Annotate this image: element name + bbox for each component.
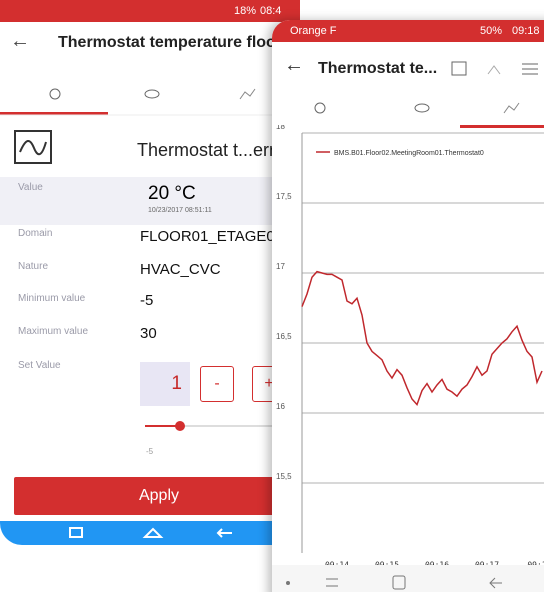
nav-bar <box>0 521 300 545</box>
apply-button[interactable]: Apply <box>14 477 300 515</box>
tab-view[interactable] <box>415 104 429 112</box>
header-title: Thermostat temperature floor <box>58 34 282 52</box>
tab-view[interactable] <box>145 90 159 98</box>
set-value-input[interactable]: 1 <box>140 362 190 406</box>
field-value: HVAC_CVC <box>140 261 221 278</box>
y-tick-label: 17 <box>276 262 285 271</box>
back-button[interactable]: ← <box>10 30 30 53</box>
x-tick-label: 09:15 <box>375 561 399 566</box>
tab-chart[interactable] <box>504 103 519 113</box>
chart: 15,5 16 16,5 17 17,5 18 09:14 09:15 09:16 09:17 09… <box>272 125 544 565</box>
calendar-button[interactable] <box>452 62 466 75</box>
battery: 50% <box>480 25 502 37</box>
field-label: Minimum value <box>18 293 85 304</box>
y-tick-label: 15,5 <box>276 472 292 481</box>
item-icon <box>14 130 54 166</box>
x-tick-label: 09:17 <box>475 561 499 566</box>
x-tick-label: 09:1 <box>527 561 544 566</box>
field-value: 30 <box>140 325 157 342</box>
decrement-button[interactable]: - <box>200 366 234 402</box>
battery: 18% <box>234 5 256 17</box>
tabs <box>0 72 300 122</box>
dot-button[interactable] <box>286 581 290 585</box>
tab-info[interactable] <box>315 103 325 113</box>
field-value: -5 <box>140 292 153 309</box>
y-tick-label: 17,5 <box>276 192 292 201</box>
settings-button[interactable] <box>522 64 538 74</box>
y-tick-label: 18 <box>276 125 285 131</box>
status-bar: 18% 08:4 <box>0 0 300 22</box>
carrier: Orange F <box>290 25 336 37</box>
field-label: Nature <box>18 261 48 272</box>
toolbar <box>442 54 544 84</box>
x-tick-label: 09:16 <box>425 561 449 566</box>
clock: 09:18 <box>512 25 540 37</box>
screenshot: 18% 08:4 ← Thermostat temperature floor … <box>0 0 544 592</box>
x-tick-label: 09:14 <box>325 561 349 566</box>
slider[interactable] <box>140 418 280 434</box>
header-title: Thermostat te... <box>318 60 437 78</box>
field-value: FLOOR01_ETAGE01 <box>140 228 283 245</box>
tab-info[interactable] <box>50 89 60 99</box>
left-phone: 18% 08:4 ← Thermostat temperature floor … <box>0 0 300 545</box>
clock: 08:4 <box>260 5 281 17</box>
item-title: Thermostat t...ern <box>137 140 279 161</box>
status-bar: Orange F 50% 09:18 <box>272 20 544 42</box>
timestamp: 10/23/2017 08:51:11 <box>148 207 212 214</box>
y-tick-label: 16,5 <box>276 332 292 341</box>
back-button[interactable]: ← <box>284 54 304 77</box>
set-value-label: Set Value <box>18 360 61 371</box>
nav-bar <box>272 565 544 592</box>
field-label: Maximum value <box>18 326 88 337</box>
chart-button[interactable] <box>488 66 500 74</box>
field-value: 20 °C <box>148 183 196 205</box>
field-label: Value <box>18 182 43 193</box>
field-label: Domain <box>18 228 52 239</box>
data-line <box>302 272 542 405</box>
slider-min: -5 <box>146 447 153 456</box>
legend-label: BMS.B01.Floor02.MeetingRoom01.Thermostat… <box>334 150 484 157</box>
y-tick-label: 16 <box>276 402 285 411</box>
tab-chart[interactable] <box>240 89 255 99</box>
